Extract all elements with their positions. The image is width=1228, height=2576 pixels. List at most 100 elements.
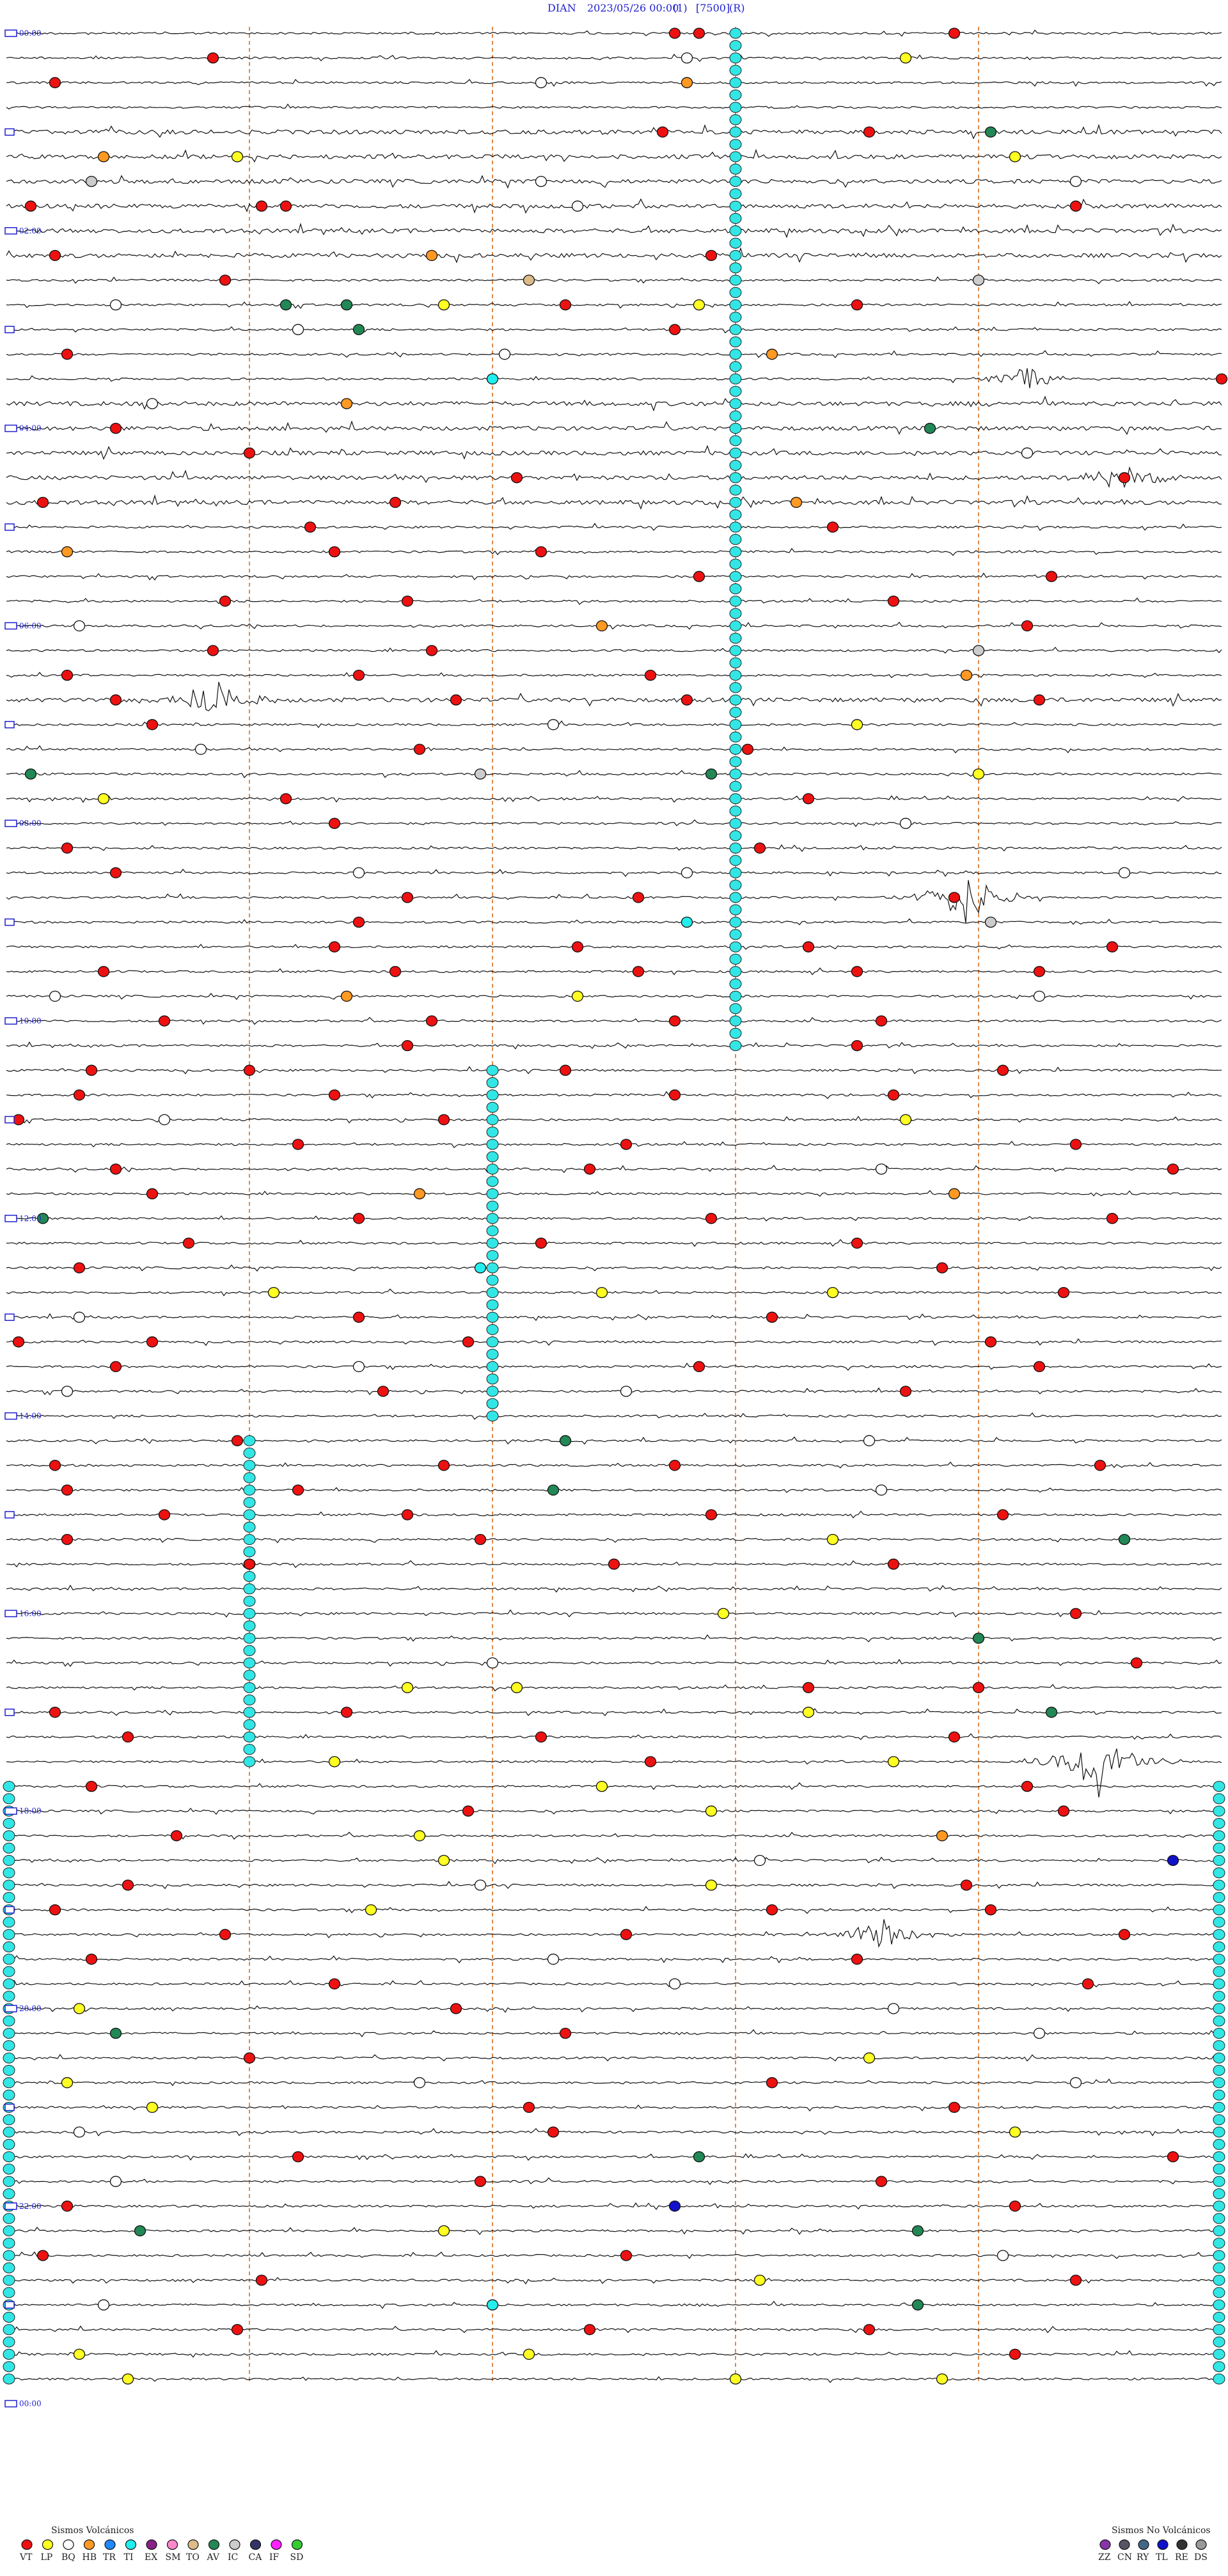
event-vt-111 [389,966,402,977]
event-vt-140 [109,1163,122,1175]
event-vt-18 [24,200,37,212]
gap-marker-0-19 [729,496,742,508]
event-lp-288 [73,2348,86,2360]
trace-row-25 [6,647,1222,654]
event-vt-48 [243,447,256,459]
quarter-tick-6 [4,1313,15,1321]
event-av-273 [134,2225,146,2237]
legend-swatch-av [208,2539,220,2550]
event-lp-221 [705,1805,718,1817]
gap-marker-0-26 [729,670,742,681]
trace-row-84 [6,2105,1222,2112]
trace-row-51 [6,1288,1222,1297]
gap-marker-4-74 [1213,1854,1225,1866]
gap-marker-2-64 [243,1608,256,1619]
trace-row-42 [6,1066,1222,1075]
event-vt-133 [12,1114,25,1126]
gap-marker-mid-0-8 [729,237,742,249]
gap-marker-mid-0-10 [729,287,742,298]
trace-row-86 [6,2153,1222,2161]
trace-row-16 [6,420,1222,436]
event-hb-54 [790,496,803,509]
gap-marker-mid-2-62 [243,1571,256,1582]
event-vt-213 [948,1731,961,1743]
gap-marker-mid-3-71 [3,1793,15,1805]
event-vt-52 [36,496,49,509]
trace-row-54 [6,1363,1222,1371]
event-vt-252 [243,2052,256,2064]
gap-marker-1-50 [486,1262,499,1274]
trace-row-76 [6,1906,1222,1914]
event-bq-248 [887,2003,900,2014]
legend-swatch-cn [1119,2539,1130,2550]
event-av-30 [279,299,292,311]
event-bq-178 [863,1435,876,1446]
event-vt-195 [243,1558,256,1570]
event-vt-124 [851,1039,863,1052]
gap-marker-3-87 [3,2176,15,2187]
time-tick-box-9 [4,1807,17,1815]
gap-marker-mid-2-59 [243,1497,256,1508]
gap-marker-0-35 [729,892,742,903]
gap-marker-mid-2-69 [243,1744,256,1755]
event-lp-254 [61,2077,74,2089]
trace-row-1 [6,53,1222,62]
event-vt-181 [668,1460,681,1471]
time-label-3: 06:00 [19,621,42,630]
event-to-27 [523,274,535,286]
event-vt-250 [559,2027,572,2039]
gap-marker-mid-4-71 [1213,1793,1225,1805]
trace-row-2 [6,79,1222,87]
gap-marker-4-79 [1213,1978,1225,1989]
event-lp-117 [571,990,584,1002]
gap-marker-mid-0-9 [729,262,742,274]
gap-marker-3-79 [3,1978,15,1989]
gap-marker-mid-1-47 [486,1201,499,1212]
event-vt-259 [523,2101,535,2114]
gap-marker-3-78 [3,1954,15,1965]
gap-marker-mid-0-22 [729,583,742,594]
event-vt-120 [425,1015,438,1027]
trace-row-44 [6,1116,1222,1124]
trace-row-63 [6,1584,1222,1593]
event-vt-79 [146,719,159,731]
trace-row-94 [6,2350,1222,2358]
event-vt-141 [583,1163,596,1175]
gap-marker-mid-0-33 [729,855,742,866]
quarter-tick-4 [4,918,15,926]
gap-marker-mid-0-38 [729,978,742,990]
trace-row-49 [6,1238,1222,1247]
trace-row-95 [6,2376,1222,2383]
event-hb-24 [425,249,438,262]
event-vt-100 [401,892,414,903]
event-hb-225 [936,1830,949,1842]
time-tick-box-11 [4,2202,17,2210]
gap-marker-mid-0-35 [729,904,742,915]
event-vt-148 [352,1213,365,1224]
event-vt-152 [535,1237,547,1249]
trace-row-9 [6,247,1222,264]
event-vt-260 [948,2101,961,2114]
gap-marker-2-58 [243,1460,256,1471]
event-lp-89 [97,793,110,805]
event-vt-151 [182,1237,195,1249]
event-bq-99 [1118,867,1131,879]
gap-marker-mid-3-83 [3,2089,15,2101]
event-av-87 [705,768,718,780]
event-vt-256 [766,2077,778,2089]
event-vt-90 [279,793,292,805]
event-vt-290 [1009,2348,1021,2360]
gap-marker-mid-4-86 [1213,2163,1225,2175]
event-lp-88 [972,768,985,780]
trace-row-68 [6,1708,1222,1716]
gap-marker-0-21 [729,546,742,558]
event-vt-106 [328,941,341,952]
gap-marker-0-25 [729,645,742,656]
legend-code-hb: HB [83,2552,97,2563]
gap-marker-0-1 [729,52,742,64]
gap-marker-2-59 [243,1484,256,1496]
legend-swatch-sd [291,2539,303,2550]
gap-marker-mid-3-75 [3,1892,15,1903]
legend-code-av: AV [207,2552,220,2563]
legend-code-ex: EX [145,2552,157,2563]
